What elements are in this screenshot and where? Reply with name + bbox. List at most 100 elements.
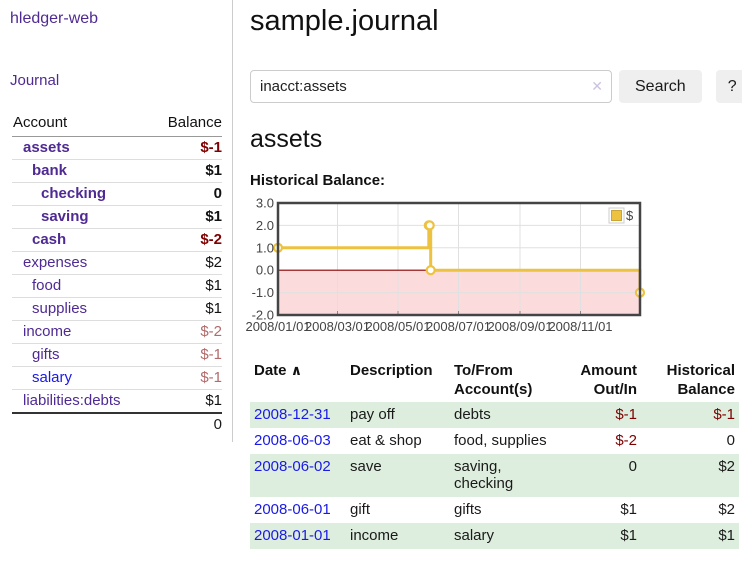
- account-balance: $-1: [151, 366, 222, 390]
- account-link[interactable]: cash: [32, 231, 67, 248]
- cell-description: eat & shop: [350, 432, 422, 449]
- cell-description: income: [350, 527, 399, 544]
- account-row: salary $-1: [12, 366, 222, 390]
- cell-balance: $1: [718, 527, 735, 544]
- page-title: sample.journal: [250, 5, 439, 37]
- cell-date: 2008-12-31: [250, 402, 346, 428]
- historical-balance-chart: $3.0 2.0 1.0 0.0 -1.0 -2.0 2008/01/01 2008/03/0…: [245, 196, 646, 337]
- svg-text:$: $: [626, 208, 634, 223]
- date-link[interactable]: 2008-06-02: [254, 458, 331, 475]
- accounts-total-row: 0: [12, 412, 222, 436]
- account-link[interactable]: expenses: [23, 254, 88, 271]
- account-balance: $-2: [151, 228, 222, 252]
- cell-description: gift: [350, 501, 371, 518]
- account-link[interactable]: assets: [23, 139, 70, 156]
- account-link[interactable]: salary: [32, 369, 73, 386]
- cell-date: 2008-01-01: [250, 523, 346, 549]
- account-row: gifts $-1: [12, 343, 222, 367]
- cell-accounts: gifts: [454, 501, 482, 518]
- sort-asc-icon: ∧: [290, 362, 303, 378]
- col-header-balance: Historical Balance: [666, 362, 735, 398]
- cell-amount: $1: [620, 527, 637, 544]
- cell-balance: $2: [718, 458, 735, 475]
- date-link[interactable]: 2008-06-01: [254, 501, 331, 518]
- account-link[interactable]: liabilities:debts: [23, 392, 121, 409]
- col-header-description: Description: [350, 362, 433, 379]
- date-link[interactable]: 2008-12-31: [254, 406, 331, 423]
- svg-text:2008/07/01: 2008/07/01: [426, 319, 491, 334]
- account-row: food $1: [12, 274, 222, 298]
- account-row: assets $-1: [12, 136, 222, 160]
- account-balance: $-2: [151, 320, 222, 344]
- account-row: liabilities:debts $1: [12, 389, 222, 414]
- cell-date: 2008-06-02: [250, 454, 346, 497]
- account-row: checking 0: [12, 182, 222, 206]
- svg-text:-1.0: -1.0: [252, 285, 274, 300]
- accounts-header-account: Account: [12, 111, 152, 137]
- account-row: bank $1: [12, 159, 222, 183]
- svg-text:3.0: 3.0: [256, 196, 274, 211]
- svg-text:2.0: 2.0: [256, 218, 274, 233]
- app-title-link[interactable]: hledger-web: [10, 10, 99, 27]
- account-link[interactable]: saving: [41, 208, 89, 225]
- cell-accounts: salary: [454, 527, 495, 544]
- sidebar-item-journal[interactable]: Journal: [10, 72, 60, 89]
- cell-description: pay off: [350, 406, 395, 423]
- register-row: 2008-06-03 eat & shop food, supplies $-2 0: [250, 428, 739, 454]
- help-button[interactable]: ?: [715, 70, 742, 103]
- account-row: expenses $2: [12, 251, 222, 275]
- accounts-total-value: 0: [151, 412, 222, 436]
- svg-text:1.0: 1.0: [256, 240, 274, 255]
- register-row: 2008-06-02 save saving, checking 0 $2: [250, 454, 739, 497]
- search-form: ✕ Search ?: [250, 70, 742, 103]
- account-heading: assets: [250, 125, 323, 153]
- account-balance: $1: [151, 274, 222, 298]
- account-link[interactable]: bank: [32, 162, 68, 179]
- cell-date: 2008-06-01: [250, 497, 346, 523]
- register-header-row: Date ∧ Description To/From Account(s) Am…: [250, 360, 739, 402]
- account-balance: $-1: [151, 343, 222, 367]
- search-input[interactable]: [250, 70, 612, 103]
- register-table: Date ∧ Description To/From Account(s) Am…: [250, 360, 739, 549]
- date-link[interactable]: 2008-01-01: [254, 527, 331, 544]
- account-link[interactable]: gifts: [32, 346, 60, 363]
- col-header-date[interactable]: Date ∧: [254, 362, 303, 379]
- register-row: 2008-06-01 gift gifts $1 $2: [250, 497, 739, 523]
- cell-amount: $-2: [615, 432, 637, 449]
- clear-search-icon[interactable]: ✕: [591, 78, 603, 94]
- cell-amount: 0: [628, 458, 637, 475]
- svg-text:2008/01/01: 2008/01/01: [245, 319, 310, 334]
- cell-accounts: food, supplies: [454, 432, 547, 449]
- account-row: supplies $1: [12, 297, 222, 321]
- accounts-header-row: Account Balance: [12, 111, 222, 137]
- svg-text:0.0: 0.0: [256, 263, 274, 278]
- cell-balance: $2: [718, 501, 735, 518]
- account-row: saving $1: [12, 205, 222, 229]
- col-header-amount: Amount Out/In: [580, 362, 637, 398]
- account-balance: $1: [151, 297, 222, 321]
- col-header-accounts: To/From Account(s): [454, 362, 533, 398]
- sidebar: hledger-web Journal Account Balance asse…: [0, 0, 233, 442]
- date-link[interactable]: 2008-06-03: [254, 432, 331, 449]
- account-balance: $1: [151, 159, 222, 183]
- cell-amount: $-1: [615, 406, 637, 423]
- account-link[interactable]: income: [23, 323, 72, 340]
- search-button[interactable]: Search: [619, 70, 702, 103]
- svg-text:2008/03/01: 2008/03/01: [305, 319, 370, 334]
- account-balance: $-1: [151, 136, 222, 160]
- cell-amount: $1: [620, 501, 637, 518]
- account-link[interactable]: food: [32, 277, 62, 294]
- account-balance: $2: [151, 251, 222, 275]
- cell-accounts: debts: [454, 406, 491, 423]
- register-row: 2008-12-31 pay off debts $-1 $-1: [250, 402, 739, 428]
- cell-description: save: [350, 458, 382, 475]
- svg-text:-2.0: -2.0: [252, 308, 274, 323]
- account-link[interactable]: supplies: [32, 300, 88, 317]
- accounts-header-balance: Balance: [151, 111, 222, 137]
- account-row: cash $-2: [12, 228, 222, 252]
- account-balance: $1: [151, 389, 222, 414]
- cell-date: 2008-06-03: [250, 428, 346, 454]
- account-link[interactable]: checking: [41, 185, 107, 202]
- cell-balance: $-1: [713, 406, 735, 423]
- chart-title: Historical Balance:: [250, 172, 386, 189]
